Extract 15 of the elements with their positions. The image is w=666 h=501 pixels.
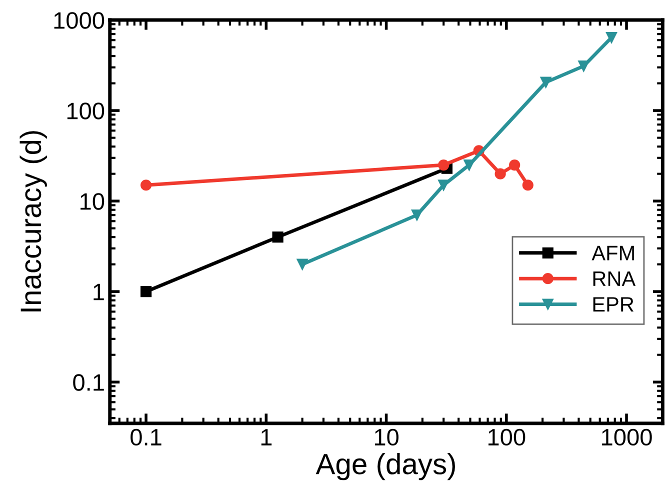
legend-label: EPR: [593, 297, 634, 312]
x-axis-title: Age (days): [316, 452, 455, 480]
x-tick-label: 10: [374, 428, 398, 446]
x-tick-label: 1: [261, 429, 272, 446]
legend-label: AFM: [592, 246, 634, 260]
x-tick-label: 100: [488, 428, 526, 446]
y-axis-title: Inaccuracy (d): [20, 131, 47, 312]
x-tick-label: 0.1: [130, 428, 162, 446]
y-tick-label: 1000: [54, 12, 104, 29]
legend-label: RNA: [593, 272, 636, 286]
x-tick-label: 1000: [602, 428, 652, 446]
y-tick-label: 10: [80, 193, 104, 210]
y-tick-label: 1: [94, 284, 104, 300]
y-tick-label: 100: [67, 102, 104, 120]
y-tick-label: 0.1: [73, 374, 104, 391]
